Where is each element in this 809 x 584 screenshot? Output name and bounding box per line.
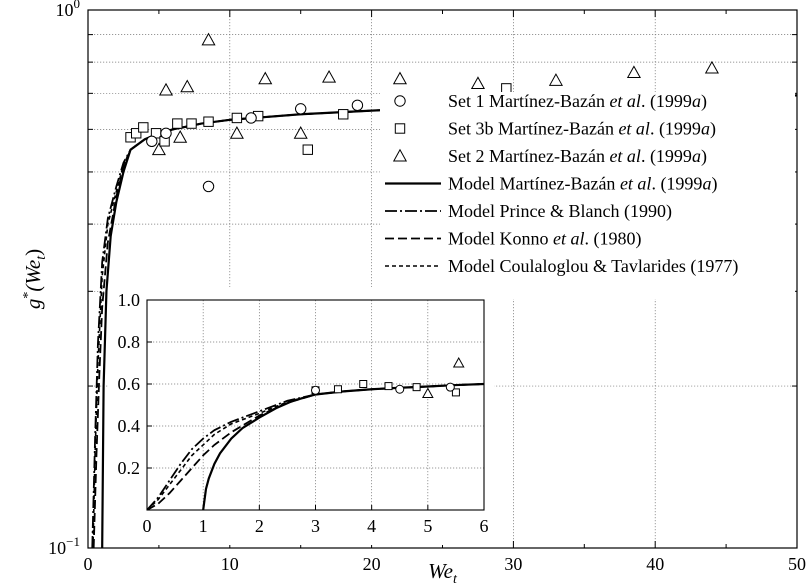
inset-set1-circle bbox=[395, 384, 405, 394]
inset-y-tick-label: 0.8 bbox=[118, 332, 141, 352]
inset-x-tick-label: 6 bbox=[480, 516, 489, 536]
inset-y-tick-label: 0.2 bbox=[118, 458, 141, 478]
main-y-tick-label: 100 bbox=[56, 0, 81, 20]
main-set3b-square bbox=[131, 128, 142, 139]
main-set3b-square bbox=[172, 118, 183, 129]
legend-label: Model Prince & Blanch (1990) bbox=[448, 201, 672, 222]
main-x-tick-label: 10 bbox=[221, 554, 239, 574]
legend-box bbox=[380, 92, 795, 299]
main-curve-shortdash bbox=[92, 94, 797, 548]
legend: Set 1 Martínez-Bazán et al. (1999a) Set 3… bbox=[380, 91, 795, 299]
inset-y-tick-label: 0.4 bbox=[118, 416, 141, 436]
inset-x-tick-label: 2 bbox=[255, 516, 264, 536]
main-y-tick-label: 10−1 bbox=[48, 534, 80, 558]
inset-x-tick-label: 5 bbox=[423, 516, 432, 536]
inset-set3b-square bbox=[384, 382, 393, 391]
main-x-tick-label: 20 bbox=[363, 554, 381, 574]
inset-set1-circle bbox=[445, 382, 455, 392]
main-x-tick-label: 40 bbox=[646, 554, 664, 574]
main-set2-triangle bbox=[158, 82, 174, 96]
main-x-tick-label: 30 bbox=[504, 554, 522, 574]
inset-whiteout bbox=[108, 287, 494, 545]
legend-label: Model Konno et al. (1980) bbox=[448, 229, 642, 250]
main-set3b-square bbox=[231, 112, 243, 124]
inset-set1-circle bbox=[311, 385, 320, 395]
main-set2-triangle bbox=[322, 69, 337, 83]
main-set2-triangle bbox=[392, 71, 408, 85]
inset-y-tick-label: 0.6 bbox=[118, 374, 141, 394]
main-set3b-square bbox=[203, 116, 214, 127]
main-set2-triangle bbox=[180, 79, 195, 93]
legend-marker-square bbox=[394, 123, 406, 134]
inset-set3b-square bbox=[333, 385, 342, 394]
main-set1-circle bbox=[351, 99, 364, 112]
main-set1-circle bbox=[202, 180, 215, 193]
legend-label: Set 3b Martínez-Bazán et al. (1999a) bbox=[448, 119, 716, 140]
main-set3b-square bbox=[138, 122, 149, 133]
legend-label: Set 2 Martínez-Bazán et al. (1999a) bbox=[448, 146, 707, 167]
x-axis-label: Wet bbox=[428, 559, 458, 584]
main-set3b-square bbox=[302, 144, 313, 155]
inset-set3b-square bbox=[412, 383, 421, 392]
legend-marker-circle bbox=[394, 95, 406, 107]
inset-set3b-square bbox=[451, 388, 460, 397]
inset-set2-triangle bbox=[421, 387, 434, 398]
inset-x-tick-label: 1 bbox=[199, 516, 208, 536]
main-set2-triangle bbox=[201, 32, 216, 46]
main-set3b-square bbox=[186, 118, 197, 129]
inset-curve-shortdash bbox=[147, 383, 484, 510]
inset-model-curves bbox=[147, 382, 484, 510]
main-set2-triangle bbox=[626, 65, 641, 79]
inset-background bbox=[108, 287, 494, 545]
legend-label: Set 1 Martínez-Bazán et al. (1999a) bbox=[448, 91, 707, 112]
inset-frame bbox=[146, 299, 485, 511]
main-set2-triangle bbox=[173, 130, 188, 143]
main-set1-circle bbox=[245, 112, 257, 124]
main-set2-triangle bbox=[293, 126, 308, 139]
legend-label: Model Coulaloglou & Tavlarides (1977) bbox=[448, 256, 738, 277]
inset-set3b-square bbox=[359, 380, 368, 388]
main-set2-triangle bbox=[258, 71, 273, 85]
y-axis-label: g*(Wet) bbox=[21, 249, 49, 309]
legend-marker-triangle bbox=[392, 148, 408, 162]
main-set1-circle bbox=[146, 135, 158, 148]
main-x-tick-label: 0 bbox=[84, 554, 93, 574]
inset-x-tick-label: 0 bbox=[143, 516, 152, 536]
main-set2-triangle bbox=[229, 126, 244, 139]
main-set1-circle bbox=[295, 103, 307, 115]
inset-grid bbox=[146, 299, 485, 511]
inset-x-tick-label: 4 bbox=[367, 516, 376, 536]
inset-x-tick-label: 3 bbox=[311, 516, 320, 536]
main-set2-triangle bbox=[470, 76, 485, 89]
main-set2-triangle bbox=[151, 142, 166, 156]
main-set3b-square bbox=[338, 109, 349, 120]
main-set1-circle bbox=[160, 127, 172, 139]
inset-y-tick-label: 1.0 bbox=[118, 290, 141, 310]
axis-labels: Wet g*(Wet) bbox=[21, 249, 458, 584]
inset-tick-labels: 0 1 2 3 4 5 6 0.2 0.4 0.6 0.8 1.0 bbox=[118, 290, 489, 536]
inset-set2-triangle bbox=[452, 356, 465, 368]
inset-data-points bbox=[311, 356, 465, 398]
main-set2-triangle bbox=[704, 60, 719, 74]
main-plot-frame bbox=[87, 9, 798, 549]
main-set2-triangle bbox=[548, 73, 563, 86]
main-x-tick-label: 50 bbox=[788, 554, 806, 574]
legend-label: Model Martínez-Bazán et al. (1999a) bbox=[448, 174, 717, 195]
